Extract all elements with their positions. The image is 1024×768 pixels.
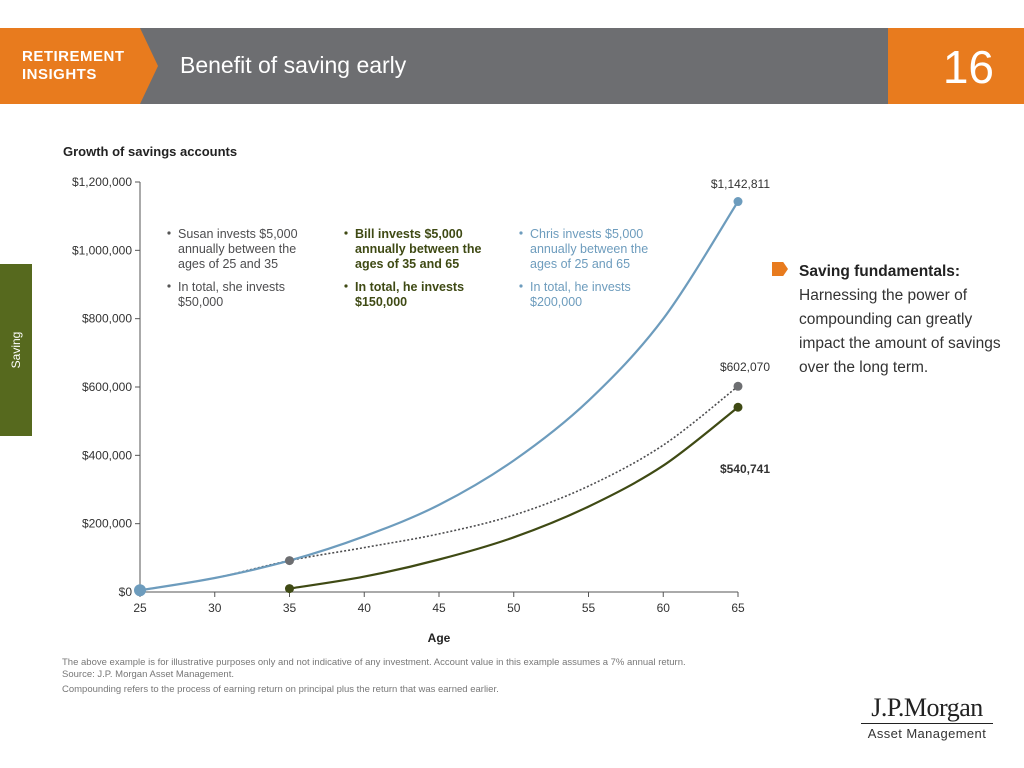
annotation-bill-line4: In total, he invests — [355, 280, 464, 294]
annotation-chris-line5: $200,000 — [530, 295, 582, 309]
annotation-susan-line5: $50,000 — [178, 295, 223, 309]
callout-arrow-icon — [772, 262, 788, 276]
series-layer — [134, 197, 743, 597]
x-tick-label: 50 — [507, 601, 521, 615]
annotation-chris-line3: ages of 25 and 65 — [530, 257, 630, 271]
x-tick-label: 35 — [283, 601, 297, 615]
bullet — [344, 231, 348, 235]
x-axis-title: Age — [428, 631, 451, 645]
footnote-disclaimer: The above example is for illustrative pu… — [62, 657, 686, 668]
annotation-bill-line2: annually between the — [355, 242, 481, 256]
page-title: Benefit of saving early — [180, 52, 407, 78]
footnotes: The above example is for illustrative pu… — [62, 657, 782, 696]
footnote-definition: Compounding refers to the process of ear… — [62, 684, 499, 695]
y-tick-label: $1,000,000 — [72, 243, 132, 257]
logo-sub-text: Asset Management — [867, 726, 987, 741]
section-tag-text: RETIREMENT INSIGHTS — [22, 48, 125, 84]
end-label-bill: $540,741 — [720, 462, 770, 476]
x-axis-ticks: 25 30 35 40 45 50 55 60 65 — [133, 592, 745, 615]
bill-start-marker — [285, 584, 294, 594]
annotation-susan-line4: In total, she invests — [178, 280, 285, 294]
y-tick-label: $800,000 — [82, 312, 132, 326]
annotation-susan-line3: ages of 25 and 35 — [178, 257, 278, 271]
logo-rule — [861, 723, 993, 724]
end-label-susan: $602,070 — [720, 360, 770, 374]
x-tick-label: 25 — [133, 601, 147, 615]
annotation-susan-line2: annually between the — [178, 242, 296, 256]
bullet — [344, 284, 348, 288]
bullet — [167, 231, 171, 235]
header-bar: RETIREMENT INSIGHTS Benefit of saving ea… — [0, 28, 1024, 104]
x-tick-label: 30 — [208, 601, 222, 615]
y-tick-label: $200,000 — [82, 517, 132, 531]
callout-body: Harnessing the power of compounding can … — [799, 287, 1001, 376]
annotation-chris: Chris invests $5,000 annually between th… — [519, 227, 648, 309]
page-number-box: 16 — [888, 28, 1024, 104]
annotation-bill-line3: ages of 35 and 65 — [355, 257, 459, 271]
y-tick-label: $1,200,000 — [72, 175, 132, 189]
annotation-chris-line2: annually between the — [530, 242, 648, 256]
x-tick-label: 65 — [731, 601, 745, 615]
y-tick-label: $400,000 — [82, 448, 132, 462]
side-tab: Saving — [0, 264, 32, 436]
x-tick-label: 40 — [358, 601, 372, 615]
y-axis-ticks: $1,200,000 $1,000,000 $800,000 $600,000 $400… — [72, 175, 140, 599]
annotation-susan-line1: Susan invests $5,000 — [178, 227, 298, 241]
x-tick-label: 55 — [582, 601, 596, 615]
start-point-marker — [134, 584, 146, 597]
series-line-bill — [289, 406, 739, 590]
annotation-bill-line1: Bill invests $5,000 — [355, 227, 463, 241]
bullet — [167, 284, 171, 288]
annotation-chris-line1: Chris invests $5,000 — [530, 227, 643, 241]
x-tick-label: 45 — [432, 601, 446, 615]
section-tag: RETIREMENT INSIGHTS — [0, 28, 158, 104]
susan-end-point — [733, 381, 743, 391]
callout-text: Saving fundamentals: Harnessing the powe… — [799, 260, 1012, 380]
y-tick-label: $0 — [119, 585, 133, 599]
series-line-chris — [139, 200, 739, 592]
jpmorgan-logo: J.P.Morgan Asset Management — [852, 694, 1002, 741]
chris-end-point — [733, 197, 743, 207]
bullet — [519, 231, 523, 235]
page-number: 16 — [942, 41, 994, 93]
annotation-bill-line5: $150,000 — [355, 295, 407, 309]
logo-main-text: J.P.Morgan — [871, 693, 983, 722]
annotation-bill: Bill invests $5,000 annually between the… — [344, 227, 481, 309]
footnote-source: Source: J.P. Morgan Asset Management. — [62, 668, 234, 680]
age-35-marker — [285, 556, 294, 566]
chart-title: Growth of savings accounts — [63, 144, 237, 159]
bill-end-point — [733, 402, 743, 412]
section-tag-line2: INSIGHTS — [22, 66, 97, 83]
x-tick-label: 60 — [657, 601, 671, 615]
bullet — [519, 284, 523, 288]
callout-heading: Saving fundamentals: — [799, 263, 961, 280]
section-tag-line1: RETIREMENT — [22, 48, 125, 65]
y-tick-label: $600,000 — [82, 380, 132, 394]
annotation-chris-line4: In total, he invests — [530, 280, 631, 294]
end-label-chris: $1,142,811 — [711, 177, 770, 191]
annotation-susan: Susan invests $5,000 annually between th… — [167, 227, 298, 309]
